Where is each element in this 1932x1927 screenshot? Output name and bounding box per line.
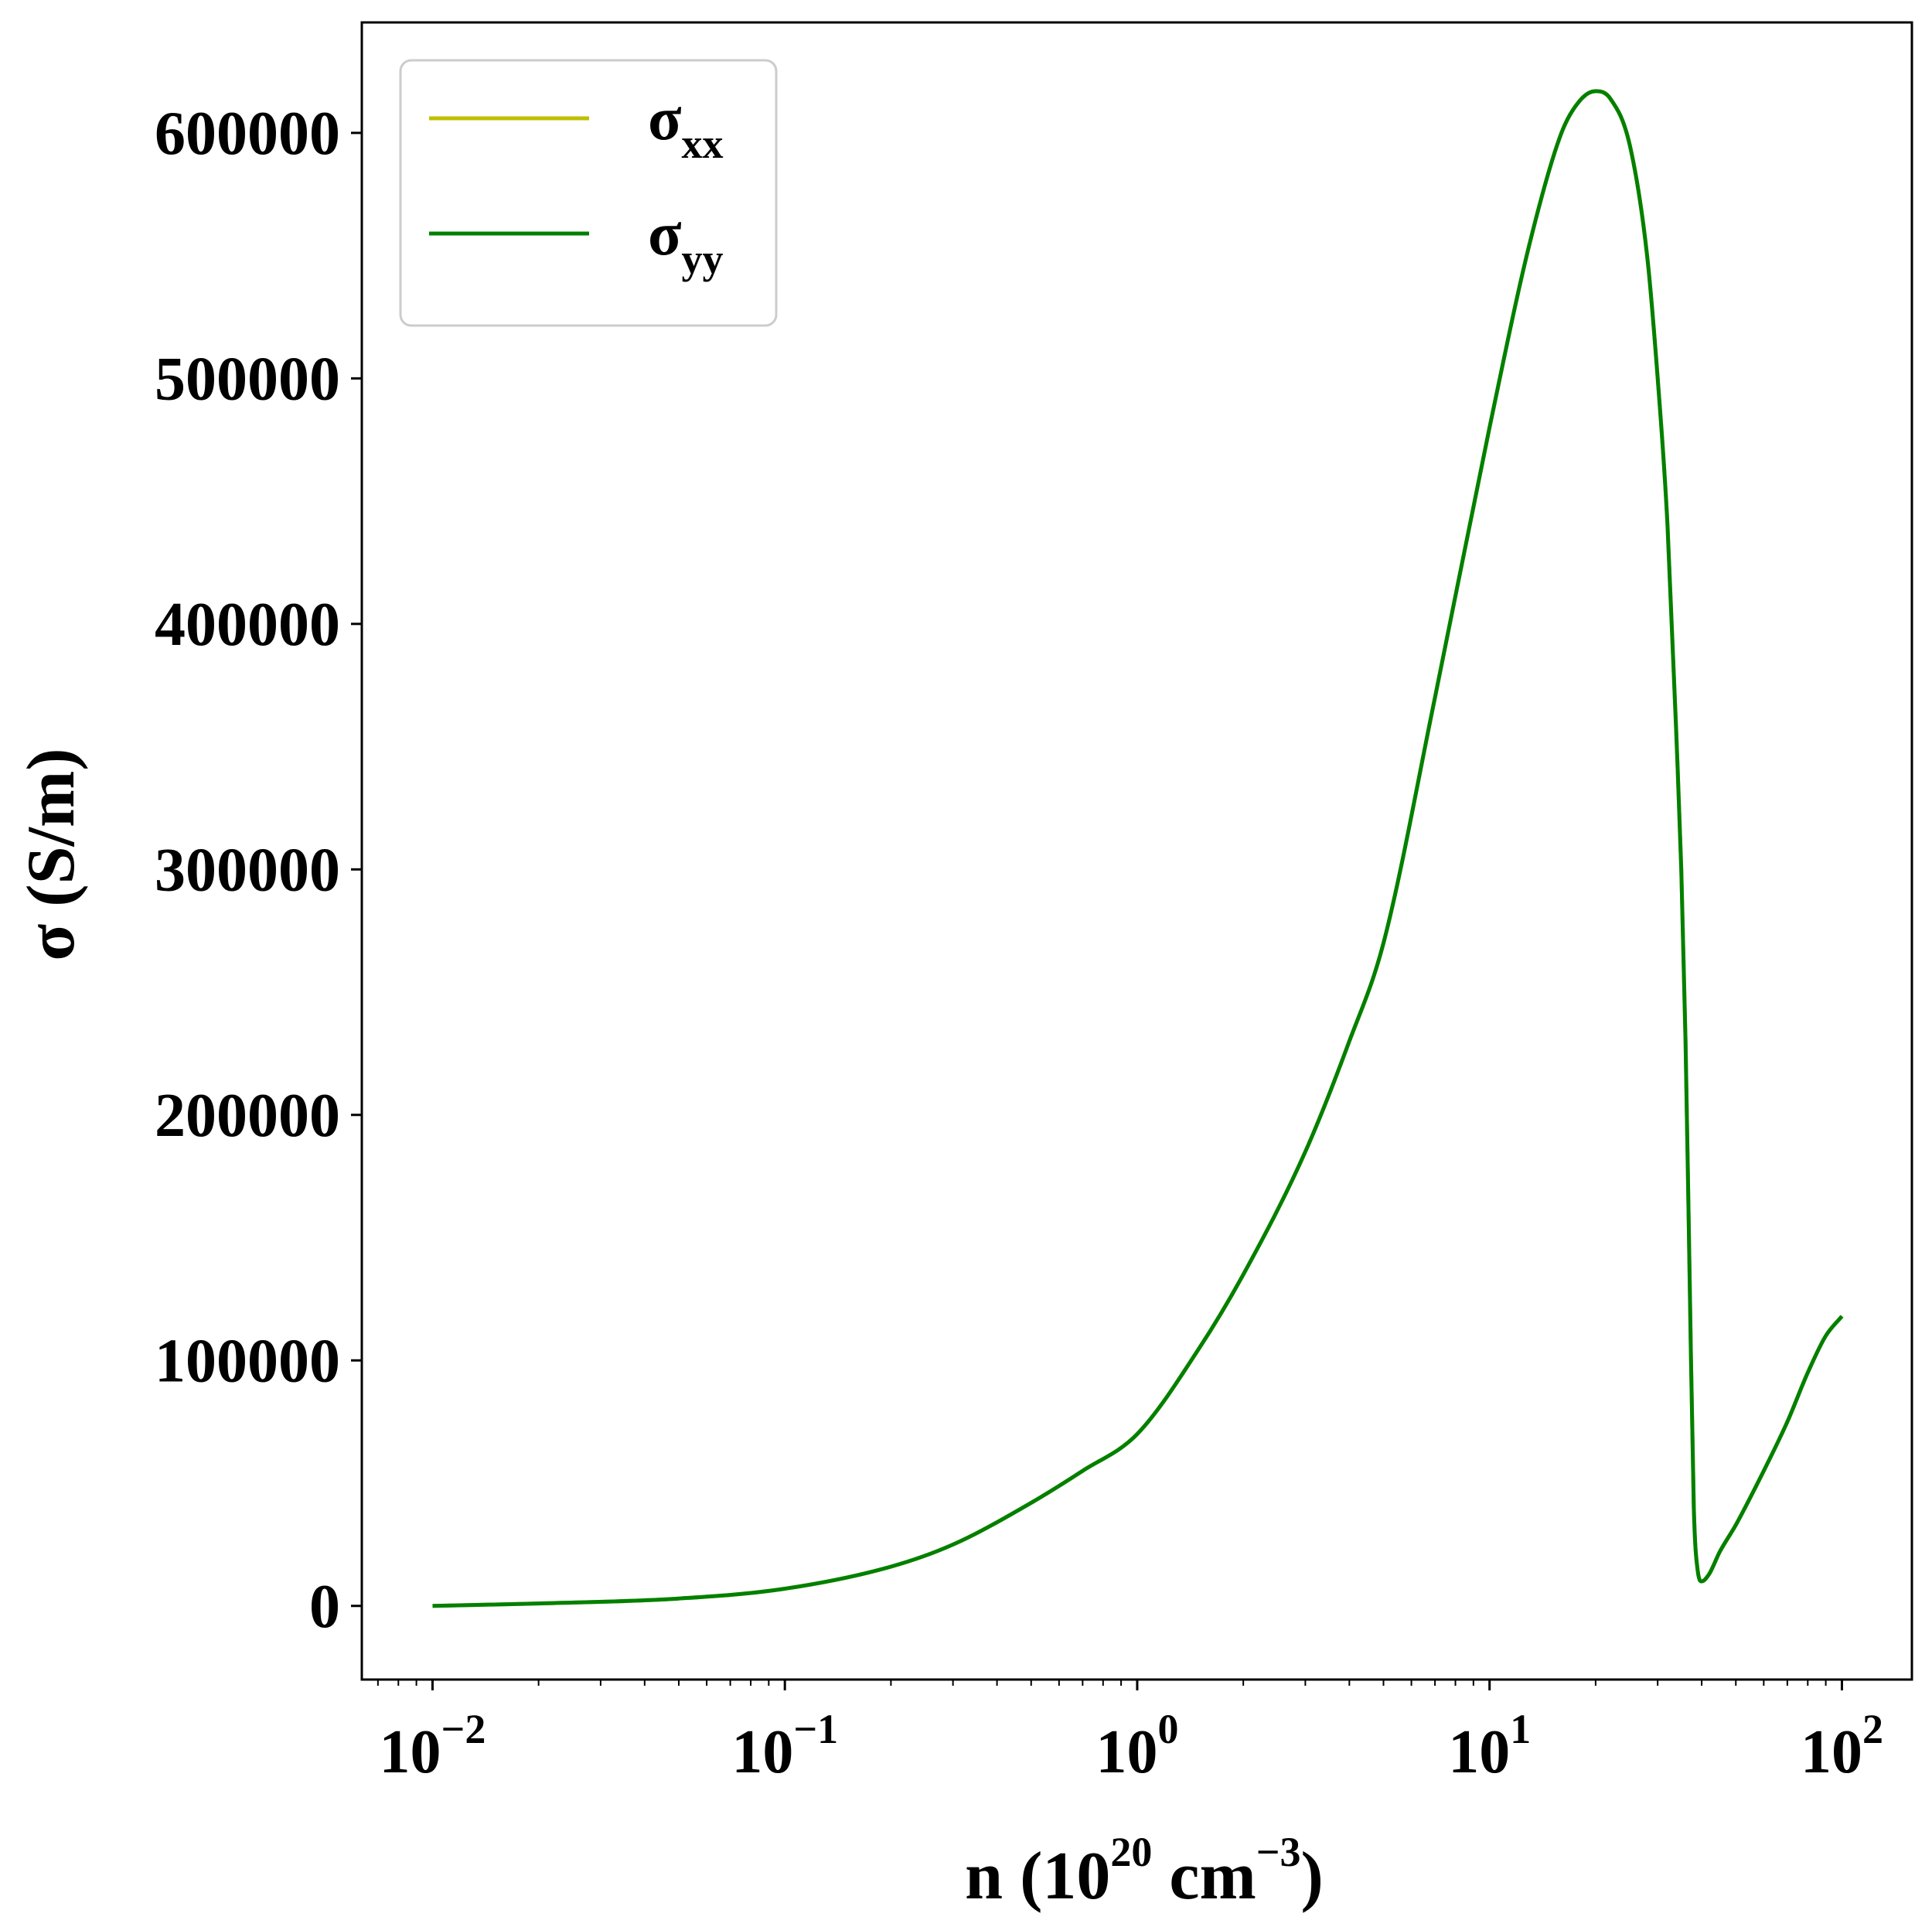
y-tick-label: 600000 (155, 100, 340, 168)
x-axis-label-sup1: 20 (1110, 1829, 1152, 1875)
legend-box (399, 59, 778, 327)
legend: σxx σyy (399, 59, 778, 327)
legend-label-sigma-xx-symbol: σ (648, 85, 682, 153)
series-lines (432, 89, 1844, 1608)
y-tick-label: 100000 (155, 1327, 340, 1395)
x-axis-label-prefix: n (10 (965, 1839, 1110, 1914)
y-axis-label: σ (S/m) (14, 748, 89, 960)
x-axis-label-sup2: −3 (1256, 1829, 1301, 1875)
x-tick-label: 101 (1448, 1706, 1531, 1786)
y-tick-label: 400000 (155, 591, 340, 659)
x-axis-label-mid: cm (1152, 1839, 1256, 1914)
legend-label-sigma-yy-subscript: yy (682, 236, 724, 282)
x-tick-label: 10−1 (731, 1706, 838, 1786)
y-tick-label: 200000 (155, 1082, 340, 1150)
x-axis-label: n (1020 cm−3) (965, 1829, 1324, 1914)
x-tick-label: 102 (1801, 1706, 1883, 1786)
legend-label-sigma-xx: σxx (648, 85, 724, 167)
x-axis: 10−2 10−1 100 101 102 (377, 1680, 1883, 1786)
x-tick-label: 100 (1095, 1706, 1178, 1786)
series-line-σyy (432, 89, 1844, 1608)
x-axis-label-suffix: ) (1301, 1839, 1324, 1914)
legend-label-sigma-xx-subscript: xx (682, 121, 724, 167)
y-tick-label: 500000 (155, 345, 340, 413)
y-axis: 0 100000 200000 300000 400000 500000 600000 (155, 100, 362, 1641)
y-tick-label: 0 (309, 1573, 340, 1641)
legend-label-sigma-yy: σyy (648, 200, 724, 282)
y-tick-label: 300000 (155, 836, 340, 904)
legend-label-sigma-yy-symbol: σ (648, 200, 682, 268)
x-tick-label: 10−2 (380, 1706, 486, 1786)
